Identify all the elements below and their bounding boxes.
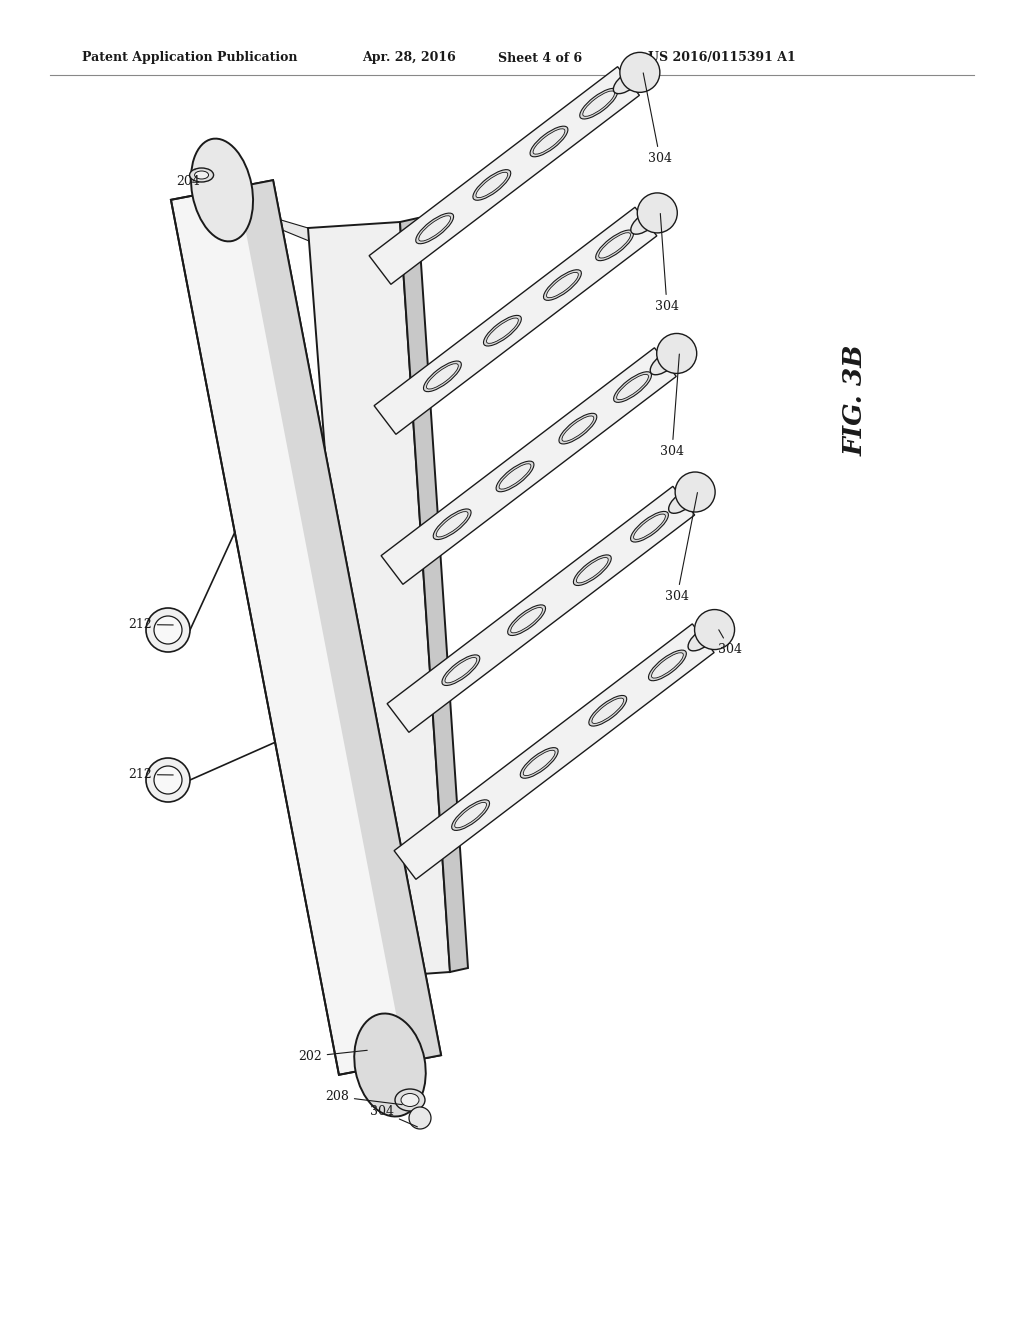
Ellipse shape	[436, 512, 468, 537]
Ellipse shape	[433, 510, 471, 540]
Polygon shape	[197, 195, 380, 271]
Ellipse shape	[473, 170, 511, 201]
Ellipse shape	[499, 463, 530, 490]
Text: 304: 304	[655, 214, 679, 313]
Ellipse shape	[656, 334, 696, 374]
Polygon shape	[381, 347, 676, 585]
Text: Patent Application Publication: Patent Application Publication	[82, 51, 298, 65]
Ellipse shape	[445, 657, 477, 682]
Polygon shape	[400, 218, 468, 972]
Ellipse shape	[496, 461, 534, 492]
Ellipse shape	[650, 350, 681, 375]
Ellipse shape	[613, 372, 651, 403]
Ellipse shape	[476, 173, 508, 198]
Ellipse shape	[634, 513, 666, 540]
Polygon shape	[374, 207, 656, 434]
Polygon shape	[308, 222, 450, 978]
Ellipse shape	[589, 696, 627, 726]
Ellipse shape	[520, 747, 558, 779]
Polygon shape	[385, 420, 398, 570]
Ellipse shape	[559, 413, 597, 444]
Ellipse shape	[146, 609, 190, 652]
Ellipse shape	[426, 363, 459, 389]
Polygon shape	[238, 181, 441, 1063]
Ellipse shape	[483, 315, 521, 346]
Text: 304: 304	[660, 354, 684, 458]
Text: 202: 202	[298, 1049, 368, 1063]
Ellipse shape	[395, 1089, 425, 1111]
Ellipse shape	[511, 607, 543, 632]
Ellipse shape	[534, 129, 565, 154]
Polygon shape	[380, 271, 390, 420]
Ellipse shape	[452, 800, 489, 830]
Ellipse shape	[637, 193, 677, 232]
Text: 304: 304	[643, 73, 672, 165]
Ellipse shape	[577, 557, 608, 583]
Ellipse shape	[616, 375, 648, 400]
Ellipse shape	[189, 168, 214, 182]
Ellipse shape	[651, 652, 683, 678]
Ellipse shape	[416, 213, 454, 244]
Ellipse shape	[195, 172, 209, 180]
Text: 212: 212	[128, 618, 173, 631]
Polygon shape	[369, 67, 639, 284]
Text: 304: 304	[718, 630, 742, 656]
Polygon shape	[398, 718, 414, 865]
Ellipse shape	[631, 209, 662, 234]
Ellipse shape	[620, 53, 659, 92]
Ellipse shape	[154, 616, 182, 644]
Ellipse shape	[694, 610, 734, 649]
Ellipse shape	[508, 605, 546, 635]
Ellipse shape	[146, 758, 190, 803]
Ellipse shape	[442, 655, 480, 685]
Ellipse shape	[599, 232, 631, 257]
Ellipse shape	[401, 1093, 419, 1106]
Ellipse shape	[613, 69, 644, 94]
Ellipse shape	[530, 127, 568, 157]
Ellipse shape	[547, 272, 579, 298]
Ellipse shape	[580, 88, 617, 119]
Ellipse shape	[562, 416, 594, 441]
Text: Apr. 28, 2016: Apr. 28, 2016	[362, 51, 456, 65]
Ellipse shape	[544, 269, 582, 301]
Ellipse shape	[154, 766, 182, 795]
Text: 304: 304	[665, 492, 697, 603]
Ellipse shape	[669, 488, 699, 513]
Ellipse shape	[419, 215, 451, 242]
Ellipse shape	[631, 511, 669, 543]
Polygon shape	[392, 570, 406, 718]
Ellipse shape	[190, 139, 253, 242]
Ellipse shape	[424, 360, 462, 392]
Ellipse shape	[573, 554, 611, 586]
Text: 212: 212	[128, 768, 173, 781]
Ellipse shape	[675, 473, 715, 512]
Ellipse shape	[354, 1014, 426, 1117]
Text: 304: 304	[370, 1105, 418, 1127]
Polygon shape	[387, 486, 694, 733]
Ellipse shape	[592, 698, 624, 723]
Ellipse shape	[523, 750, 555, 776]
Text: Sheet 4 of 6: Sheet 4 of 6	[498, 51, 582, 65]
Ellipse shape	[596, 230, 634, 260]
Ellipse shape	[648, 649, 686, 681]
Polygon shape	[394, 624, 714, 879]
Ellipse shape	[583, 91, 614, 116]
Ellipse shape	[486, 318, 518, 343]
Ellipse shape	[455, 803, 486, 828]
Polygon shape	[171, 181, 441, 1074]
Ellipse shape	[409, 1107, 431, 1129]
Text: 204: 204	[176, 169, 200, 187]
Text: 208: 208	[325, 1090, 402, 1105]
Ellipse shape	[688, 626, 719, 651]
Text: FIG. 3B: FIG. 3B	[843, 345, 867, 455]
Text: US 2016/0115391 A1: US 2016/0115391 A1	[648, 51, 796, 65]
